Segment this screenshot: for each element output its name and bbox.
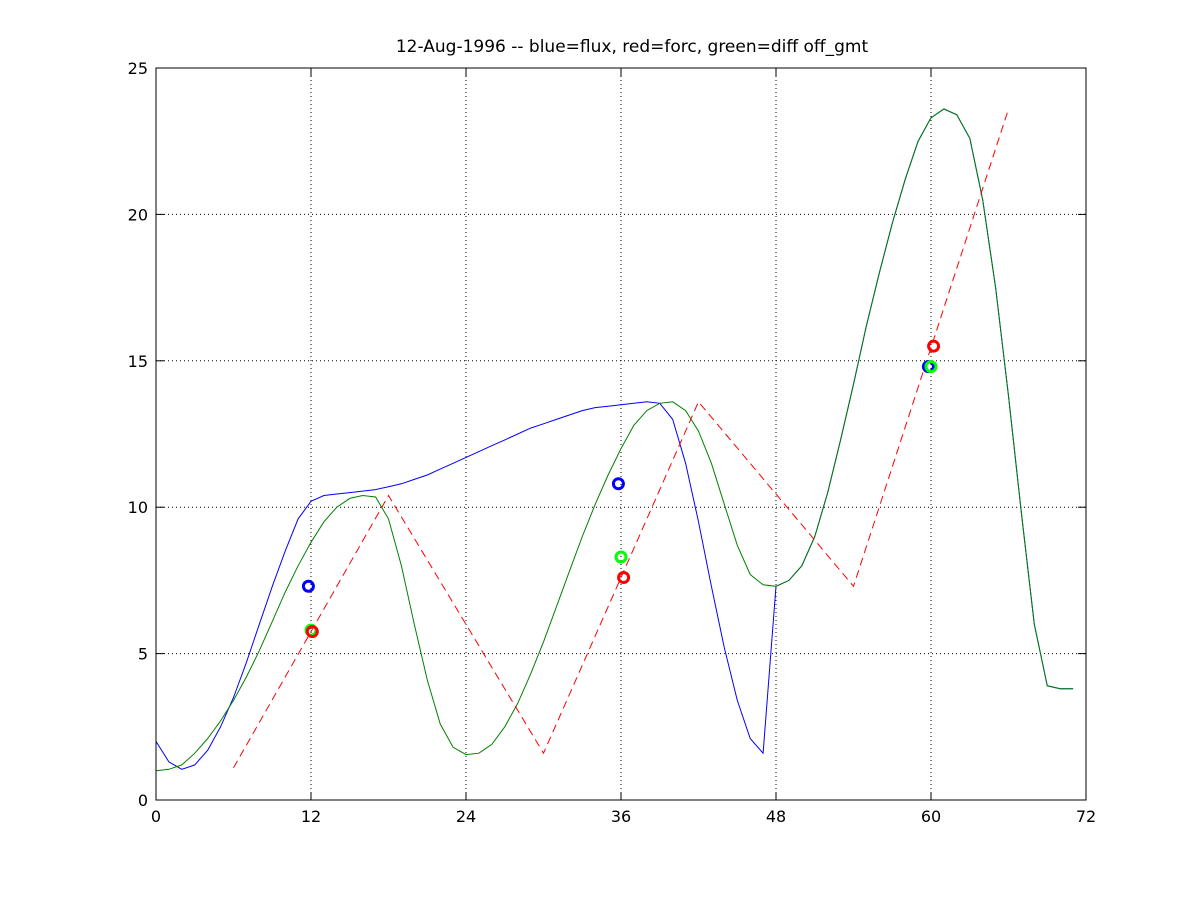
axes-box	[155, 67, 1087, 801]
x-tick-label: 24	[456, 807, 476, 826]
circle-marker	[617, 570, 631, 584]
grid	[156, 68, 1086, 800]
plot-series	[155, 108, 1074, 772]
circle-marker	[305, 625, 319, 639]
series-line-0	[155, 108, 1074, 770]
y-tick-label: 25	[128, 59, 148, 78]
x-tick-labels: 0 12 24 36 48 60 72	[151, 807, 1096, 826]
y-tick-label: 5	[138, 645, 148, 664]
circle-marker	[614, 550, 628, 564]
x-tick-label: 12	[301, 807, 321, 826]
y-tick-labels: 0 5 10 15 20 25	[128, 59, 148, 810]
x-tick-label: 36	[611, 807, 631, 826]
series-line-2	[233, 108, 1009, 769]
circle-marker	[611, 477, 625, 491]
y-tick-label: 15	[128, 352, 148, 371]
circle-marker	[301, 579, 315, 593]
plot-markers	[301, 339, 941, 639]
circle-marker	[924, 360, 938, 374]
y-tick-label: 10	[128, 498, 148, 517]
series-line-1	[155, 108, 1074, 772]
y-tick-label: 0	[138, 791, 148, 810]
chart-title: 12-Aug-1996 -- blue=flux, red=forc, gree…	[396, 37, 869, 57]
x-tick-label: 0	[151, 807, 161, 826]
x-tick-label: 60	[921, 807, 941, 826]
x-tick-label: 72	[1076, 807, 1096, 826]
tick-marks	[155, 67, 1087, 801]
y-tick-label: 20	[128, 205, 148, 224]
x-tick-label: 48	[766, 807, 786, 826]
circle-marker	[927, 339, 941, 353]
